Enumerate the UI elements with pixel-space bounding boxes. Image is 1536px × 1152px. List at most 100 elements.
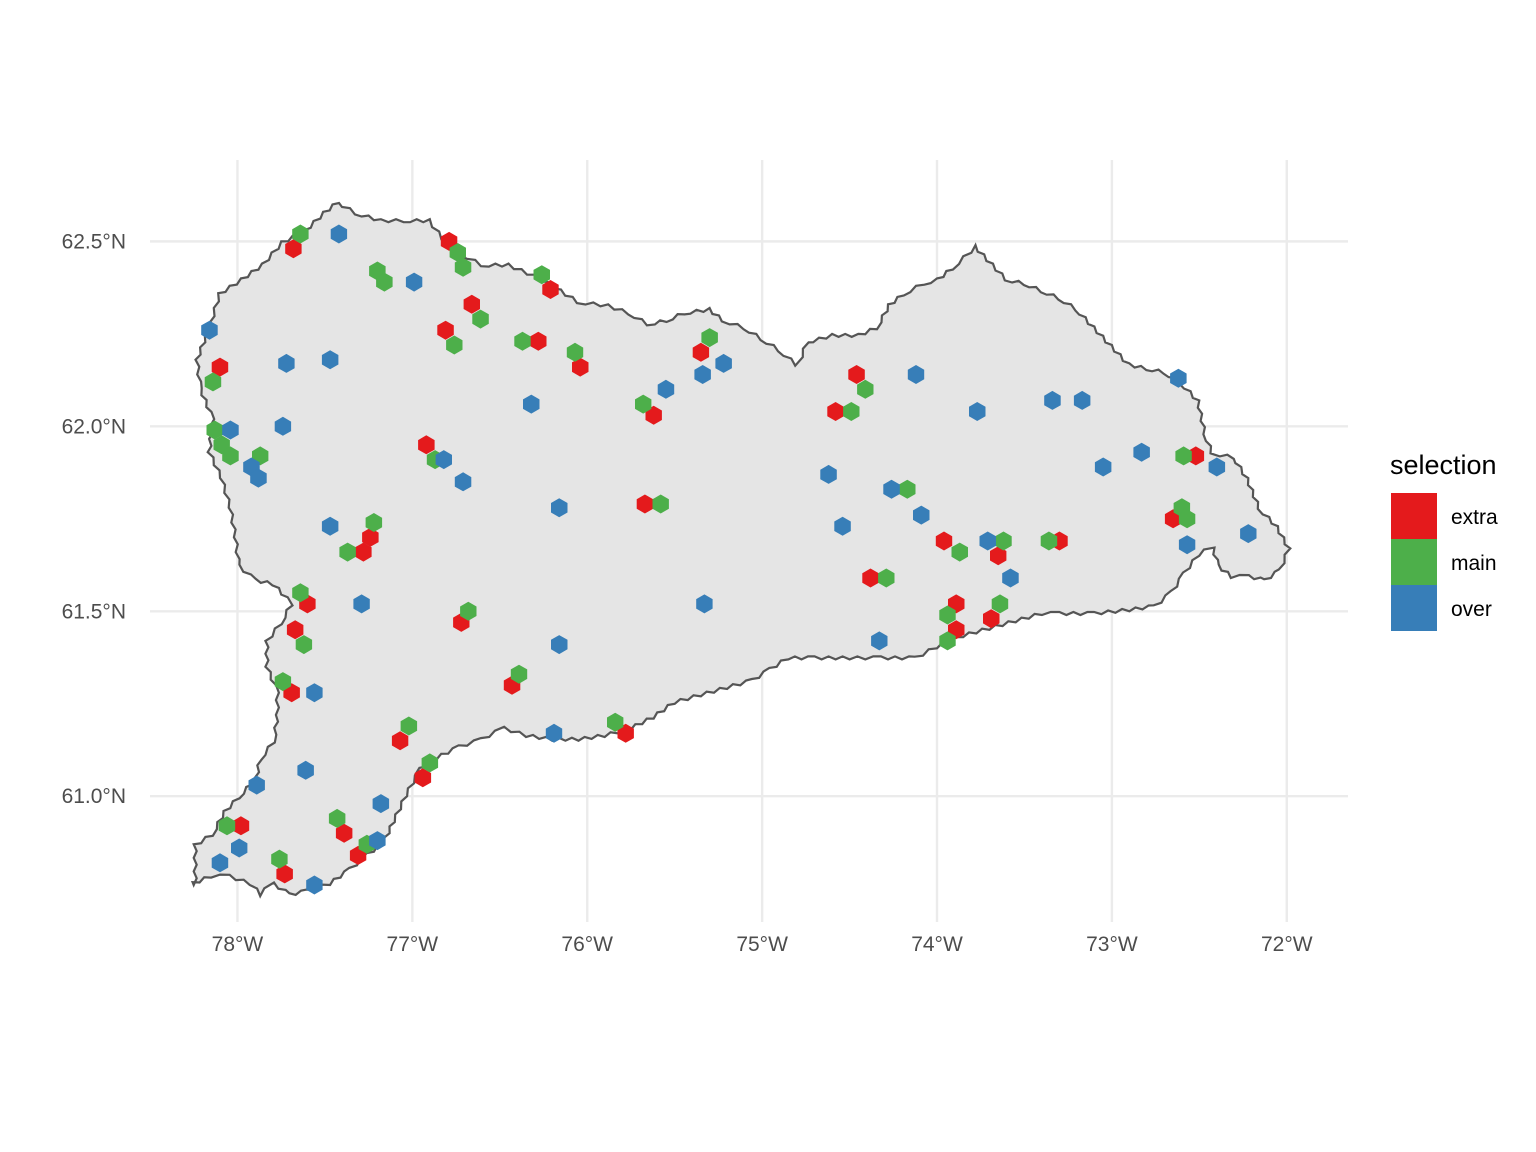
over-cell — [1170, 368, 1187, 388]
series-over — [201, 224, 1257, 895]
extra-cell — [211, 357, 229, 377]
main-cell — [939, 631, 956, 651]
region-layer — [190, 201, 1292, 899]
main-cell — [857, 379, 874, 399]
extra-cell — [990, 546, 1007, 566]
over-cell — [913, 505, 930, 525]
over-cell — [1208, 457, 1226, 477]
main-cell — [365, 513, 383, 532]
over-cell — [1002, 568, 1019, 588]
over-cell — [454, 472, 472, 492]
series-main — [204, 224, 1196, 869]
extra-cell — [391, 731, 409, 751]
legend-label-main: main — [1451, 552, 1497, 575]
main-cell — [222, 446, 239, 466]
over-cell — [523, 394, 540, 414]
extra-cell — [862, 568, 879, 588]
y-tick-label: 61.0°N — [62, 785, 126, 808]
extra-cell — [636, 494, 654, 514]
main-cell — [533, 265, 550, 285]
over-cell — [545, 723, 563, 743]
over-cell — [979, 531, 996, 551]
main-cell — [652, 494, 669, 514]
over-cell — [250, 468, 267, 488]
over-cell — [551, 498, 568, 518]
over-cell — [231, 838, 248, 858]
over-cell — [274, 416, 292, 436]
extra-cell — [848, 365, 865, 384]
main-cell — [204, 372, 222, 392]
main-cell — [995, 531, 1012, 551]
main-cell — [454, 257, 472, 277]
extra-cell — [617, 723, 634, 743]
main-cell — [271, 849, 288, 869]
over-cell — [405, 272, 423, 292]
over-cell — [1240, 524, 1257, 544]
main-cell — [991, 594, 1009, 614]
extra-cell — [935, 531, 953, 551]
legend-key-extra — [1391, 493, 1437, 539]
legend-label-extra: extra — [1451, 506, 1498, 529]
extra-cell — [418, 435, 435, 455]
x-axis-labels: 78°W 77°W 76°W 75°W 74°W 73°W 72°W — [212, 933, 1313, 956]
over-cell — [211, 853, 229, 873]
main-cell — [635, 394, 652, 414]
x-tick-label: 78°W — [212, 933, 264, 956]
over-cell — [715, 353, 732, 373]
over-cell — [834, 516, 851, 536]
extra-cell — [463, 294, 480, 314]
y-tick-label: 62.5°N — [62, 230, 126, 253]
legend-label-over: over — [1451, 598, 1492, 621]
main-cell — [206, 420, 223, 440]
extra-cell — [645, 405, 662, 425]
main-cell — [951, 542, 968, 562]
main-cell — [510, 664, 528, 684]
over-cell — [222, 420, 239, 440]
main-cell — [292, 583, 309, 603]
over-cell — [297, 760, 314, 780]
over-cell — [306, 683, 323, 703]
x-tick-label: 73°W — [1086, 933, 1138, 956]
over-cell — [278, 353, 295, 373]
over-cell — [657, 379, 675, 399]
over-cell — [372, 794, 390, 814]
over-cell — [551, 635, 568, 655]
extra-cell — [362, 527, 379, 547]
extra-cell — [530, 331, 547, 351]
extra-cell — [414, 768, 432, 788]
over-cell — [353, 594, 370, 614]
over-cell — [435, 450, 452, 470]
extra-cell — [232, 816, 250, 836]
main-cell — [607, 712, 624, 732]
extra-cell — [692, 342, 710, 362]
main-cell — [701, 328, 718, 348]
over-cell — [201, 320, 218, 340]
extra-cell — [983, 609, 1000, 629]
main-cell — [400, 716, 418, 736]
legend-key-main — [1391, 539, 1437, 585]
main-cell — [1040, 531, 1058, 551]
extra-cell — [335, 823, 353, 843]
over-cell — [1073, 390, 1091, 410]
main-cell — [878, 568, 895, 588]
over-cell — [969, 402, 986, 421]
over-cell — [883, 479, 900, 499]
over-cell — [1178, 535, 1196, 555]
study-region — [190, 201, 1292, 899]
legend-key-over — [1391, 585, 1437, 631]
over-cell — [321, 516, 339, 536]
main-cell — [449, 243, 466, 262]
y-tick-label: 61.5°N — [62, 600, 126, 623]
main-cell — [899, 479, 916, 499]
over-cell — [696, 594, 713, 614]
over-cell — [330, 224, 348, 244]
x-tick-label: 76°W — [561, 933, 613, 956]
legend-title: selection — [1390, 450, 1497, 480]
over-cell — [820, 464, 837, 484]
x-tick-label: 72°W — [1261, 933, 1313, 956]
extra-cell — [827, 402, 844, 421]
extra-cell — [276, 864, 293, 884]
over-cell — [1044, 390, 1061, 410]
x-tick-label: 74°W — [911, 933, 963, 956]
